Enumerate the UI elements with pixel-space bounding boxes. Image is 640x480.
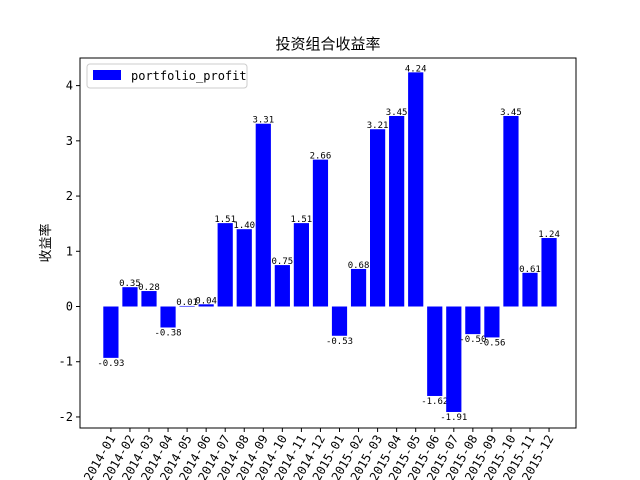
legend-label: portfolio_profit	[131, 69, 247, 83]
data-label: 3.45	[500, 108, 522, 118]
y-tick-label: -1	[59, 355, 73, 369]
y-tick-label: 3	[66, 134, 73, 148]
data-label: 4.24	[405, 64, 427, 74]
bar	[255, 123, 271, 307]
data-label: -0.38	[155, 328, 182, 338]
bar	[370, 129, 386, 307]
bar	[312, 159, 329, 307]
bar	[350, 268, 367, 307]
chart-title: 投资组合收益率	[275, 35, 380, 53]
bar	[446, 306, 462, 412]
bar	[217, 223, 233, 307]
data-label: 3.31	[252, 116, 274, 126]
y-tick-label: 4	[66, 79, 73, 93]
data-label: 0.35	[119, 279, 141, 289]
data-label: 2.66	[310, 152, 332, 162]
y-tick-label: 2	[66, 189, 73, 203]
bar	[541, 238, 557, 307]
bar	[160, 306, 176, 328]
data-label: 3.45	[386, 108, 408, 118]
plot-frame	[79, 57, 577, 429]
y-axis-label: 收益率	[38, 223, 54, 262]
data-label: 0.04	[195, 296, 217, 306]
y-tick-label: 0	[66, 300, 73, 314]
data-label: 0.01	[176, 298, 198, 308]
y-tick-label: 1	[66, 244, 73, 258]
bar	[274, 265, 290, 307]
bar	[465, 306, 481, 335]
data-label: 0.75	[272, 257, 294, 267]
data-label: 0.61	[519, 265, 541, 275]
plot-area: -0.930.350.28-0.380.010.041.511.403.310.…	[59, 57, 577, 480]
data-label: 1.24	[538, 230, 560, 240]
data-label: -1.91	[440, 413, 467, 423]
data-label: 1.40	[233, 221, 255, 231]
bar	[331, 306, 348, 336]
legend-swatch	[93, 70, 121, 80]
bar	[293, 223, 309, 307]
bar	[484, 306, 500, 338]
data-label: -0.53	[326, 337, 353, 347]
data-label: 1.51	[214, 215, 236, 225]
legend: portfolio_profit	[86, 63, 248, 89]
bar	[122, 287, 138, 307]
data-label: 0.68	[348, 261, 370, 271]
data-label: 0.28	[138, 283, 160, 293]
bar	[522, 272, 538, 307]
y-tick-label: -2	[59, 410, 73, 424]
data-label: -0.56	[478, 338, 505, 348]
bar	[103, 306, 119, 358]
bar	[179, 305, 195, 307]
bar	[503, 115, 519, 307]
bar	[198, 304, 214, 307]
data-label: -1.62	[421, 397, 448, 407]
legend-frame	[86, 63, 248, 89]
bar	[408, 72, 424, 307]
bar	[427, 306, 443, 396]
bar	[389, 115, 405, 307]
data-label: 1.51	[291, 215, 313, 225]
bar	[141, 291, 157, 307]
bar	[236, 229, 252, 307]
data-label: -0.93	[97, 359, 124, 369]
data-label: 3.21	[367, 121, 389, 131]
data-label: -0.50	[459, 335, 486, 345]
